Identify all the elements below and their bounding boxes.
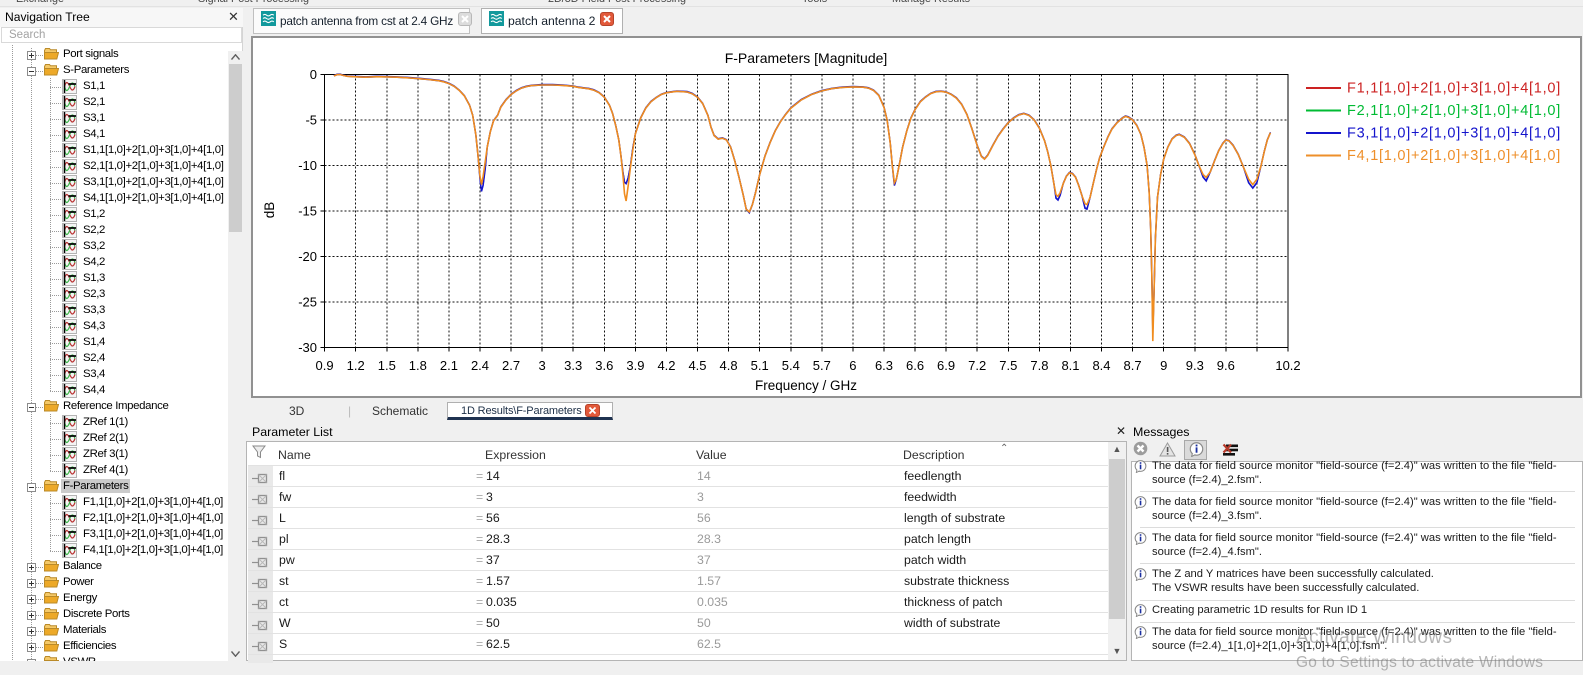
svg-text:9.3: 9.3	[1186, 358, 1204, 373]
svg-text:4.5: 4.5	[688, 358, 706, 373]
svg-text:F3,1[1,0]+2[1,0]+3[1,0]+4[1,0]: F3,1[1,0]+2[1,0]+3[1,0]+4[1,0]	[1347, 126, 1561, 142]
svg-text:5.4: 5.4	[782, 358, 800, 373]
svg-text:6.6: 6.6	[906, 358, 924, 373]
svg-text:9: 9	[1160, 358, 1167, 373]
svg-text:8.7: 8.7	[1124, 358, 1142, 373]
svg-text:1.8: 1.8	[409, 358, 427, 373]
svg-text:8.4: 8.4	[1092, 358, 1110, 373]
svg-text:7.8: 7.8	[1030, 358, 1048, 373]
svg-text:0.9: 0.9	[316, 358, 334, 373]
svg-text:6.3: 6.3	[875, 358, 893, 373]
svg-text:2.1: 2.1	[440, 358, 458, 373]
svg-text:1.5: 1.5	[378, 358, 396, 373]
svg-text:2.4: 2.4	[471, 358, 489, 373]
svg-text:-20: -20	[298, 249, 317, 264]
svg-text:3.3: 3.3	[564, 358, 582, 373]
svg-text:10.2: 10.2	[1275, 358, 1300, 373]
svg-text:9.6: 9.6	[1217, 358, 1235, 373]
svg-text:5.1: 5.1	[751, 358, 769, 373]
svg-text:2.7: 2.7	[502, 358, 520, 373]
svg-text:-10: -10	[298, 158, 317, 173]
svg-text:dB: dB	[262, 202, 277, 219]
svg-text:6.9: 6.9	[937, 358, 955, 373]
svg-text:7.5: 7.5	[999, 358, 1017, 373]
svg-text:0: 0	[310, 67, 317, 82]
svg-text:6: 6	[849, 358, 856, 373]
svg-text:F2,1[1,0]+2[1,0]+3[1,0]+4[1,0]: F2,1[1,0]+2[1,0]+3[1,0]+4[1,0]	[1347, 103, 1561, 119]
svg-text:5.7: 5.7	[813, 358, 831, 373]
svg-text:-15: -15	[298, 204, 317, 219]
svg-text:F4,1[1,0]+2[1,0]+3[1,0]+4[1,0]: F4,1[1,0]+2[1,0]+3[1,0]+4[1,0]	[1347, 148, 1561, 164]
svg-text:3: 3	[538, 358, 545, 373]
svg-text:F-Parameters [Magnitude]: F-Parameters [Magnitude]	[725, 50, 888, 66]
svg-text:Frequency / GHz: Frequency / GHz	[755, 378, 857, 393]
svg-text:-5: -5	[305, 113, 317, 128]
svg-text:4.2: 4.2	[657, 358, 675, 373]
svg-text:3.6: 3.6	[595, 358, 613, 373]
svg-text:3.9: 3.9	[626, 358, 644, 373]
svg-text:F1,1[1,0]+2[1,0]+3[1,0]+4[1,0]: F1,1[1,0]+2[1,0]+3[1,0]+4[1,0]	[1347, 81, 1561, 97]
svg-text:4.8: 4.8	[720, 358, 738, 373]
svg-text:1.2: 1.2	[347, 358, 365, 373]
svg-text:8.1: 8.1	[1061, 358, 1079, 373]
svg-text:-30: -30	[298, 340, 317, 355]
svg-text:7.2: 7.2	[968, 358, 986, 373]
svg-text:-25: -25	[298, 295, 317, 310]
